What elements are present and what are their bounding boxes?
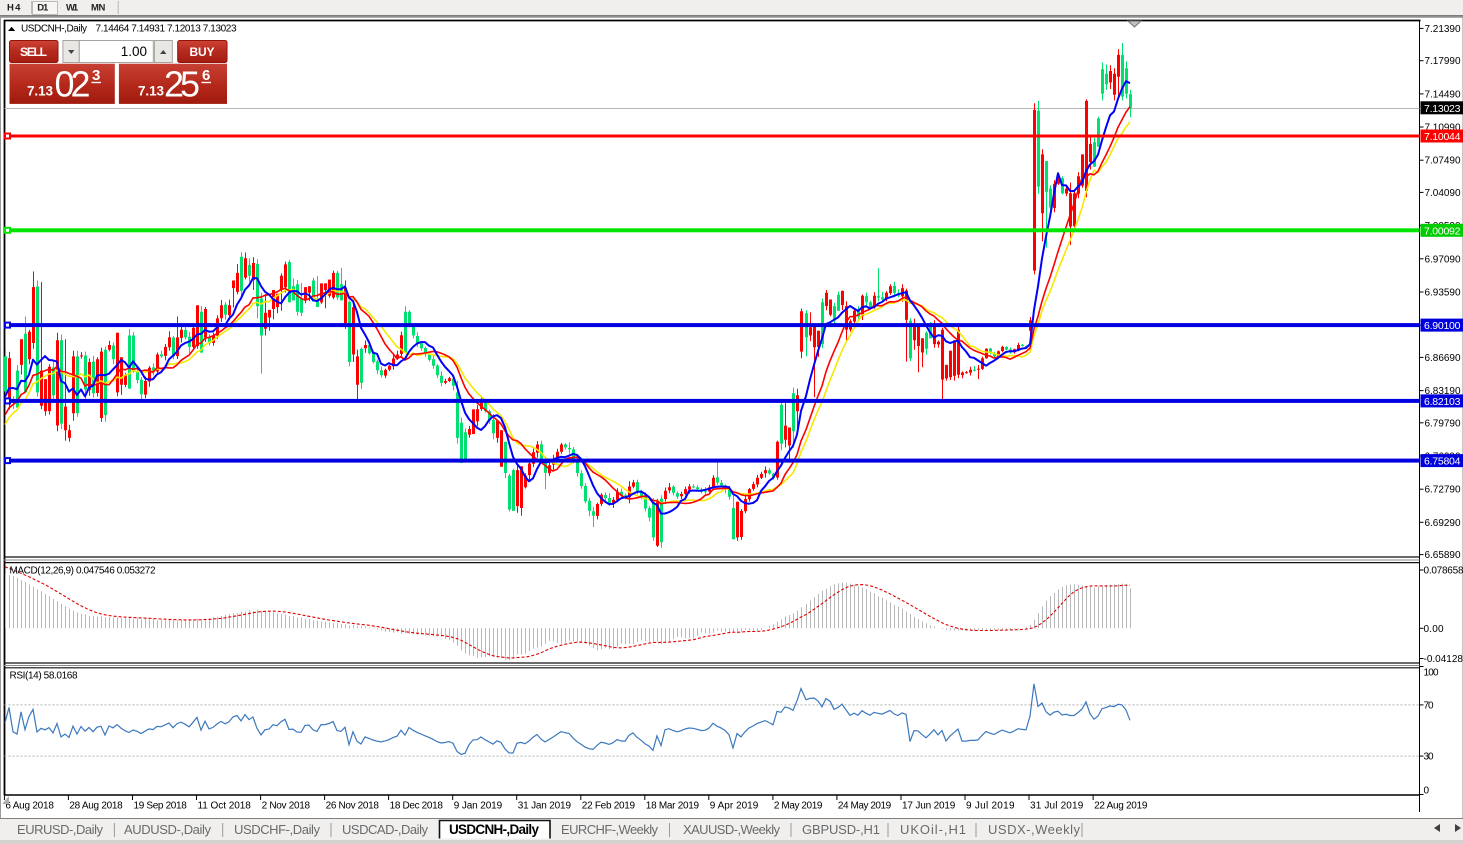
svg-text:W1: W1 (66, 3, 79, 14)
svg-text:GBPUSD-,H1: GBPUSD-,H1 (802, 822, 880, 837)
svg-text:25: 25 (164, 64, 200, 105)
svg-text:9 Apr 2019: 9 Apr 2019 (710, 801, 759, 812)
svg-text:7.10044: 7.10044 (1424, 131, 1461, 143)
svg-text:02: 02 (55, 64, 91, 105)
svg-text:1.00: 1.00 (121, 44, 147, 59)
svg-text:22 Feb 2019: 22 Feb 2019 (582, 801, 636, 812)
svg-text:MN: MN (91, 3, 106, 14)
svg-text:22 Aug 2019: 22 Aug 2019 (1094, 801, 1148, 812)
svg-text:EURCHF-,Weekly: EURCHF-,Weekly (561, 822, 659, 837)
svg-text:6.72790: 6.72790 (1425, 485, 1461, 496)
svg-text:USDCNH-,Daily: USDCNH-,Daily (21, 24, 87, 35)
svg-text:100: 100 (1424, 668, 1439, 679)
svg-text:7.13: 7.13 (138, 84, 164, 99)
svg-text:RSI(14) 58.0168: RSI(14) 58.0168 (10, 671, 78, 682)
svg-text:6.97090: 6.97090 (1425, 254, 1461, 265)
svg-text:D1: D1 (37, 3, 49, 14)
svg-text:EURUSD-,Daily: EURUSD-,Daily (17, 822, 104, 837)
svg-text:USDCHF-,Daily: USDCHF-,Daily (234, 822, 321, 837)
svg-text:7.07490: 7.07490 (1425, 156, 1461, 167)
svg-text:6.65890: 6.65890 (1425, 550, 1461, 561)
svg-text:19 Sep 2018: 19 Sep 2018 (134, 801, 188, 812)
svg-text:UKOil-,H1: UKOil-,H1 (900, 822, 966, 837)
svg-text:7.17990: 7.17990 (1425, 56, 1461, 67)
svg-text:28 Aug 2018: 28 Aug 2018 (69, 801, 123, 812)
svg-text:6.93590: 6.93590 (1425, 288, 1461, 299)
svg-text:31 Jul 2019: 31 Jul 2019 (1030, 801, 1084, 812)
svg-text:24 May 2019: 24 May 2019 (838, 801, 892, 812)
svg-text:XAUUSD-,Weekly: XAUUSD-,Weekly (683, 822, 781, 837)
svg-text:MACD(12,26,9) 0.047546 0.05327: MACD(12,26,9) 0.047546 0.053272 (10, 566, 156, 577)
svg-text:7.10990: 7.10990 (1425, 123, 1461, 134)
svg-text:0.00: 0.00 (1424, 624, 1444, 635)
svg-text:6.90100: 6.90100 (1424, 320, 1461, 332)
svg-text:7.13: 7.13 (27, 84, 53, 99)
svg-text:7.14490: 7.14490 (1425, 89, 1461, 100)
svg-text:6.75804: 6.75804 (1424, 456, 1461, 468)
svg-text:7.00092: 7.00092 (1424, 225, 1461, 237)
svg-text:70: 70 (1424, 700, 1434, 711)
svg-text:6.79790: 6.79790 (1425, 418, 1461, 429)
svg-text:2 Nov 2018: 2 Nov 2018 (262, 801, 311, 812)
svg-text:11 Oct 2018: 11 Oct 2018 (198, 801, 252, 812)
svg-text:6 Aug 2018: 6 Aug 2018 (5, 801, 54, 812)
svg-text:31 Jan 2019: 31 Jan 2019 (518, 801, 572, 812)
svg-text:7.13023: 7.13023 (1424, 103, 1461, 115)
svg-text:2 May 2019: 2 May 2019 (774, 801, 823, 812)
svg-text:9 Jan 2019: 9 Jan 2019 (454, 801, 503, 812)
svg-text:6.69290: 6.69290 (1425, 518, 1461, 529)
svg-text:6.82103: 6.82103 (1424, 396, 1461, 408)
svg-text:6: 6 (202, 67, 210, 84)
svg-text:-0.041287: -0.041287 (1424, 654, 1463, 665)
svg-text:USDX-,Weekly: USDX-,Weekly (988, 822, 1081, 837)
svg-text:0: 0 (1424, 786, 1430, 797)
svg-text:6.86690: 6.86690 (1425, 353, 1461, 364)
svg-text:6.83190: 6.83190 (1425, 386, 1461, 397)
svg-text:USDCNH-,Daily: USDCNH-,Daily (449, 822, 539, 837)
svg-text:USDCAD-,Daily: USDCAD-,Daily (342, 822, 429, 837)
svg-text:18 Dec 2018: 18 Dec 2018 (390, 801, 444, 812)
svg-text:26 Nov 2018: 26 Nov 2018 (326, 801, 380, 812)
svg-text:AUDUSD-,Daily: AUDUSD-,Daily (124, 822, 212, 837)
svg-text:7.04090: 7.04090 (1425, 188, 1461, 199)
svg-text:17 Jun 2019: 17 Jun 2019 (902, 801, 956, 812)
svg-text:9 Jul 2019: 9 Jul 2019 (966, 801, 1015, 812)
svg-text:30: 30 (1424, 752, 1434, 763)
svg-text:18 Mar 2019: 18 Mar 2019 (646, 801, 700, 812)
svg-text:3: 3 (92, 67, 100, 84)
svg-text:0.078658: 0.078658 (1424, 566, 1463, 577)
svg-text:7.21390: 7.21390 (1425, 24, 1461, 35)
svg-text:SELL: SELL (20, 45, 47, 59)
svg-text:BUY: BUY (190, 45, 215, 59)
svg-text:7.14464 7.14931 7.12013 7.1302: 7.14464 7.14931 7.12013 7.13023 (96, 24, 237, 35)
